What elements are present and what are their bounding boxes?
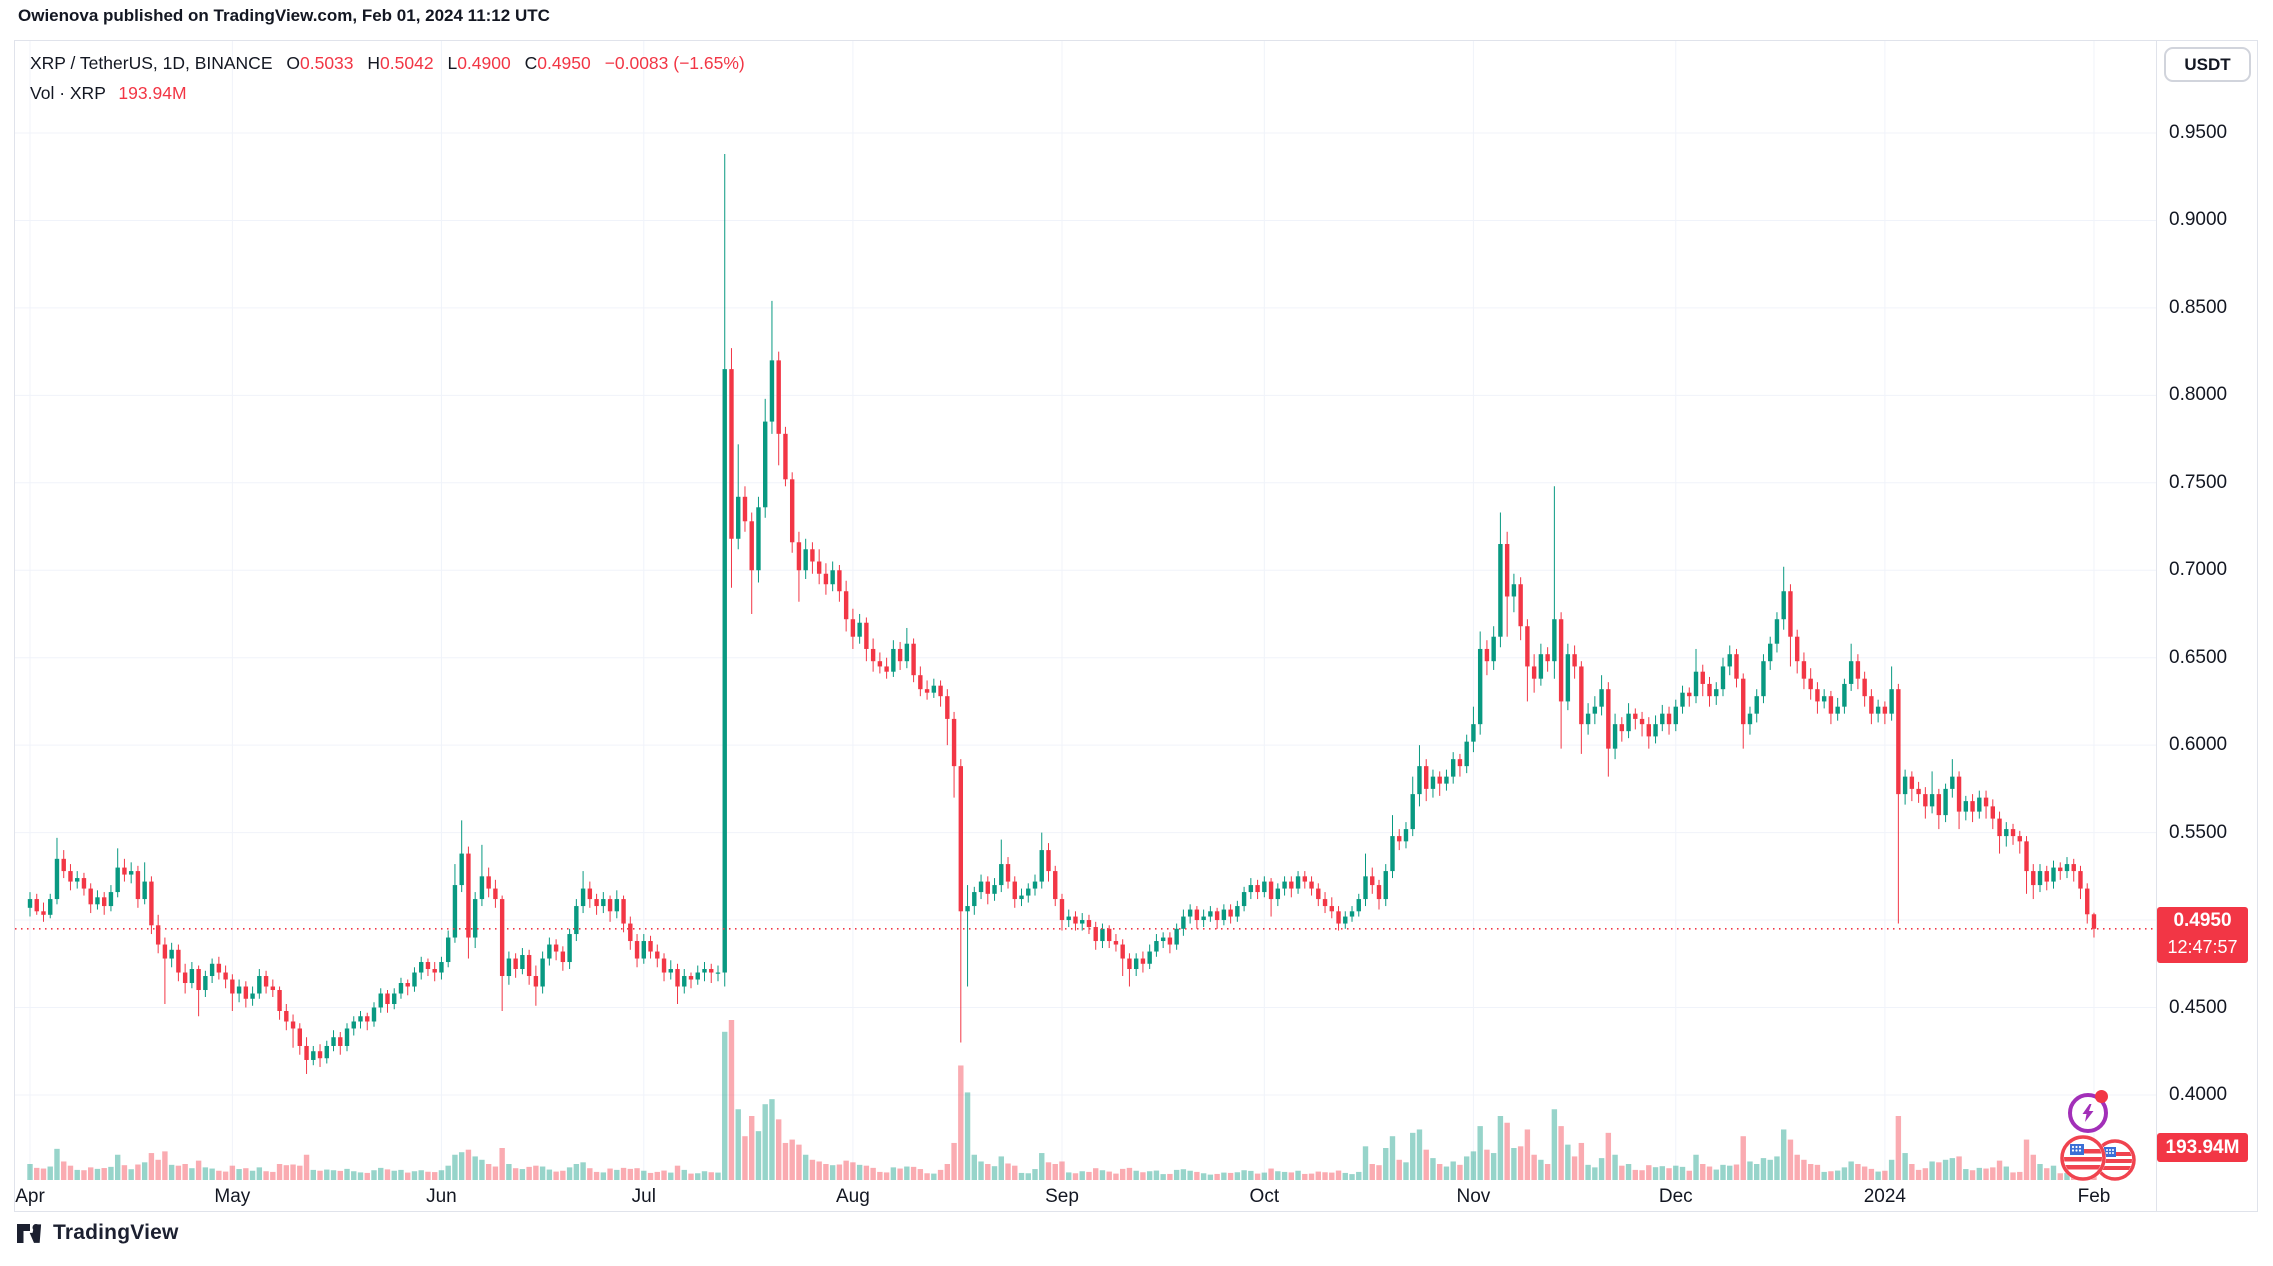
price-axis-label: 0.6000: [2169, 734, 2228, 756]
time-axis-label: Jun: [426, 1186, 457, 1207]
time-axis-label: May: [214, 1186, 251, 1207]
symbol-title[interactable]: XRP / TetherUS, 1D, BINANCE: [30, 53, 273, 73]
high-label: H: [367, 53, 381, 73]
time-axis-label: Oct: [1249, 1186, 1280, 1207]
close-value: 0.4950: [537, 53, 591, 73]
currency-toggle-button[interactable]: USDT: [2164, 47, 2251, 82]
last-price-value: 0.4950: [2173, 910, 2232, 931]
price-axis-label: 0.4500: [2169, 996, 2228, 1018]
low-label: L: [447, 53, 458, 73]
chart-legend: XRP / TetherUS, 1D, BINANCE O0.5033 H0.5…: [30, 50, 745, 76]
lightning-bolt-icon: [2082, 1104, 2094, 1122]
price-axis-label: 0.8000: [2169, 384, 2228, 406]
time-axis-label: Jul: [631, 1186, 656, 1207]
price-axis-label: 0.7500: [2169, 471, 2228, 493]
chart-frame: [14, 40, 2258, 1212]
price-axis-label: 0.9500: [2169, 122, 2228, 143]
notification-dot: [2095, 1090, 2108, 1103]
close-label: C: [524, 53, 538, 73]
volume-axis-badge: 193.94M: [2157, 1133, 2248, 1162]
tradingview-logo-icon: [17, 1224, 42, 1243]
tradingview-logo-text: TradingView: [53, 1221, 179, 1244]
price-axis-label: 0.4000: [2169, 1083, 2228, 1105]
last-price-badge: 0.4950 12:47:57: [2157, 907, 2248, 963]
time-axis-label: Nov: [1456, 1186, 1491, 1207]
price-axis-separator: [2156, 40, 2157, 1212]
price-axis-label: 0.9000: [2169, 209, 2228, 231]
high-value: 0.5042: [380, 53, 434, 73]
price-axis-label: 0.8500: [2169, 296, 2228, 318]
open-label: O: [286, 53, 300, 73]
time-axis-label: 2024: [1863, 1186, 1907, 1207]
hot-streak-icon[interactable]: [2068, 1090, 2108, 1133]
flag-coin-front-icon[interactable]: [2060, 1135, 2106, 1181]
tradingview-logo[interactable]: TradingView: [16, 1221, 179, 1245]
price-axis-label: 0.6500: [2169, 646, 2228, 668]
change-value: −0.0083 (−1.65%): [604, 53, 745, 73]
low-value: 0.4900: [457, 53, 511, 73]
attribution-text: Owienova published on TradingView.com, F…: [18, 6, 550, 25]
time-axis-label: Sep: [1045, 1186, 1079, 1207]
volume-value: 193.94M: [118, 83, 187, 103]
time-axis-label: Apr: [15, 1186, 45, 1207]
price-axis-label: 0.5500: [2169, 821, 2228, 843]
volume-legend: Vol · XRP 193.94M: [30, 80, 187, 106]
price-axis-label: 0.7000: [2169, 559, 2228, 581]
volume-label: Vol · XRP: [30, 83, 106, 103]
open-value: 0.5033: [300, 53, 354, 73]
time-axis-label: Aug: [835, 1186, 870, 1207]
time-axis-label: Feb: [2077, 1186, 2111, 1207]
candle-countdown: 12:47:57: [2167, 937, 2238, 957]
time-axis-label: Dec: [1658, 1186, 1693, 1207]
